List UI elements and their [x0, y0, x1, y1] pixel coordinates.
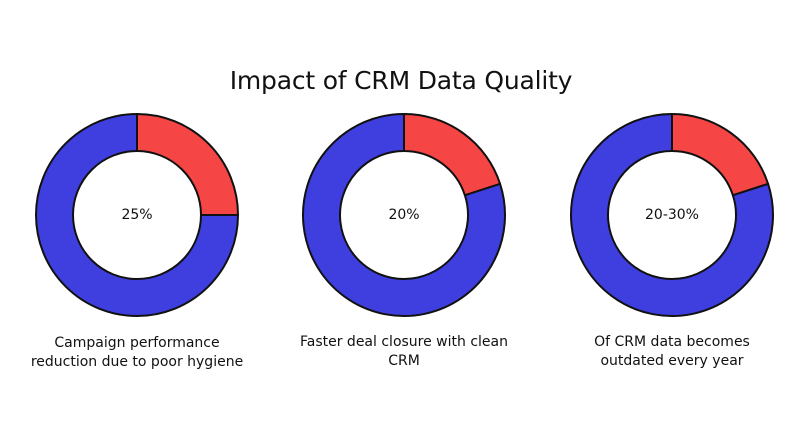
- donut-3-remainder-slice: [570, 113, 774, 317]
- donut-2-highlight-slice: [403, 113, 502, 197]
- donut-2-center-label: 20%: [388, 207, 420, 223]
- donut-1-highlight-slice: [136, 113, 239, 216]
- donut-3: [570, 113, 774, 317]
- donut-2: [302, 113, 506, 317]
- donut-3-caption: Of CRM data becomes outdated every year: [594, 334, 750, 369]
- donut-1: [35, 113, 239, 317]
- donut-2-caption: Faster deal closure with clean CRM: [299, 334, 508, 369]
- donut-3-highlight-slice: [671, 113, 770, 197]
- donut-1-center-label: 25%: [121, 207, 153, 223]
- donut-3-center-label: 20-30%: [645, 207, 699, 223]
- donut-2-remainder-slice: [302, 113, 506, 317]
- donut-1-caption: Campaign performance reduction due to po…: [30, 335, 244, 370]
- donut-1-remainder-slice: [35, 113, 239, 317]
- chart-title: Impact of CRM Data Quality: [229, 66, 573, 95]
